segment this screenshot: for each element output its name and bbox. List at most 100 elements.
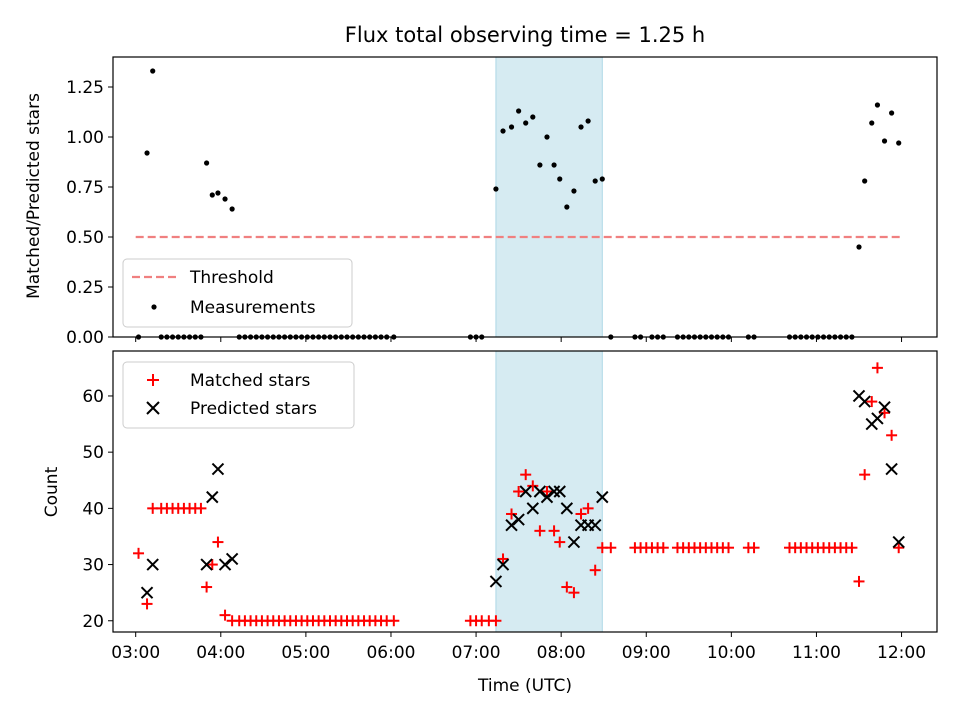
matched-stars-point xyxy=(561,581,573,593)
predicted-stars-point xyxy=(146,558,159,571)
predicted-stars-point xyxy=(588,519,602,532)
predicted-stars-point xyxy=(526,502,540,515)
matched-stars-point xyxy=(141,598,153,610)
measurement-point xyxy=(229,206,235,212)
matched-stars-point xyxy=(879,407,891,419)
matched-stars-point xyxy=(657,542,669,554)
matched-stars-point xyxy=(723,542,735,554)
predicted-stars-point xyxy=(885,462,898,476)
predicted-stars-point xyxy=(547,485,561,498)
bottom-axes-frame xyxy=(112,350,938,633)
matched-stars-point xyxy=(206,559,218,571)
top-observing-span xyxy=(495,56,603,338)
predicted-stars-point xyxy=(858,395,871,408)
matched-stars-point xyxy=(605,542,617,554)
matched-stars-point xyxy=(513,486,525,497)
y-tick-label: 20 xyxy=(82,612,104,632)
predicted-stars-point xyxy=(567,535,581,549)
measurement-point xyxy=(516,108,522,114)
matched-stars-point xyxy=(582,502,594,514)
predicted-stars-point xyxy=(200,558,213,571)
y-tick-label: 0.00 xyxy=(66,328,104,348)
measurement-point xyxy=(578,124,584,130)
measurement-point xyxy=(564,204,570,210)
top-x-ticks xyxy=(135,337,903,342)
matched-stars-point xyxy=(201,581,213,593)
x-tick-label: 08:00 xyxy=(537,643,586,663)
predicted-stars-point xyxy=(878,400,891,414)
measurement-point xyxy=(508,124,515,130)
measurement-point xyxy=(150,68,156,74)
y-tick-label: 40 xyxy=(82,499,104,519)
matched-stars-point xyxy=(548,525,560,537)
x-tick-label: 11:00 xyxy=(792,643,841,663)
measurement-point xyxy=(537,162,543,168)
predicted-stars-point xyxy=(489,575,503,588)
measurement-point xyxy=(204,160,210,166)
matched-stars-point xyxy=(589,564,601,576)
matched-stars-point xyxy=(846,542,858,554)
measurement-point xyxy=(557,176,563,182)
predicted-stars-point xyxy=(892,535,905,549)
measurement-point xyxy=(544,134,550,140)
matched-stars-point xyxy=(568,587,580,599)
predicted-stars-point xyxy=(140,586,154,599)
y-tick-label: 0.25 xyxy=(66,278,104,298)
measurement-point xyxy=(215,190,221,196)
measurement-point xyxy=(881,138,888,144)
measurement-point xyxy=(889,110,895,116)
matched-stars-point xyxy=(520,469,532,481)
x-tick-label: 12:00 xyxy=(877,643,926,663)
predicted-stars-point xyxy=(519,485,532,498)
matched-stars-point xyxy=(866,396,878,408)
predicted-stars-point xyxy=(871,412,884,425)
matched-stars-point xyxy=(506,508,518,520)
series-1 xyxy=(133,362,905,627)
y-tick-label: 30 xyxy=(82,556,104,576)
legend-threshold-label: Threshold xyxy=(189,268,274,288)
top-y-axis-label: Matched/Predicted stars xyxy=(24,93,44,299)
predicted-stars-point xyxy=(496,558,510,571)
legend-matched-swatch xyxy=(147,374,159,386)
top-axes-frame xyxy=(112,56,938,338)
measurement-point xyxy=(222,196,228,202)
matched-stars-point xyxy=(748,542,760,554)
legend-measurements-swatch xyxy=(151,304,157,310)
predicted-stars-point xyxy=(505,519,518,532)
predicted-stars-point xyxy=(218,558,232,571)
x-axis-label: Time (UTC) xyxy=(477,676,572,696)
predicted-stars-point xyxy=(540,490,554,504)
predicted-stars-point xyxy=(225,552,239,566)
y-tick-label: 0.50 xyxy=(66,228,104,248)
matched-stars-point xyxy=(388,615,400,627)
measurement-point xyxy=(144,150,150,156)
bottom-legend: Matched stars Predicted stars xyxy=(122,361,355,429)
measurement-point xyxy=(530,114,536,120)
y-tick-label: 1.25 xyxy=(66,78,104,98)
matched-stars-point xyxy=(859,469,871,481)
x-tick-label: 03:00 xyxy=(111,643,160,663)
measurement-point xyxy=(585,118,591,124)
measurement-point xyxy=(209,192,215,198)
measurement-point xyxy=(896,140,902,146)
measurement-point xyxy=(599,176,605,182)
matched-stars-point xyxy=(534,525,546,537)
matched-stars-point xyxy=(853,575,865,587)
matched-stars-point xyxy=(541,486,553,497)
measurement-point xyxy=(571,188,577,194)
top-panel: 0.00 0.25 0.50 0.75 1.00 1.25 Matched/Predict… xyxy=(24,56,938,348)
measurement-point xyxy=(551,162,557,168)
matched-stars-point xyxy=(219,609,231,621)
measurement-point xyxy=(523,120,529,126)
matched-stars-point xyxy=(195,502,207,514)
y-tick-label: 50 xyxy=(82,443,104,463)
x-tick-label: 09:00 xyxy=(622,643,671,663)
bottom-x-ticks: 03:00 04:00 05:00 06:00 07:00 08:00 09:00 10:00… xyxy=(111,632,926,663)
series-2 xyxy=(140,389,905,599)
matched-stars-point xyxy=(212,536,224,548)
predicted-stars-point xyxy=(512,513,525,526)
predicted-stars-point xyxy=(206,490,219,504)
measurement-point xyxy=(874,102,881,108)
measurement-point xyxy=(862,178,868,184)
